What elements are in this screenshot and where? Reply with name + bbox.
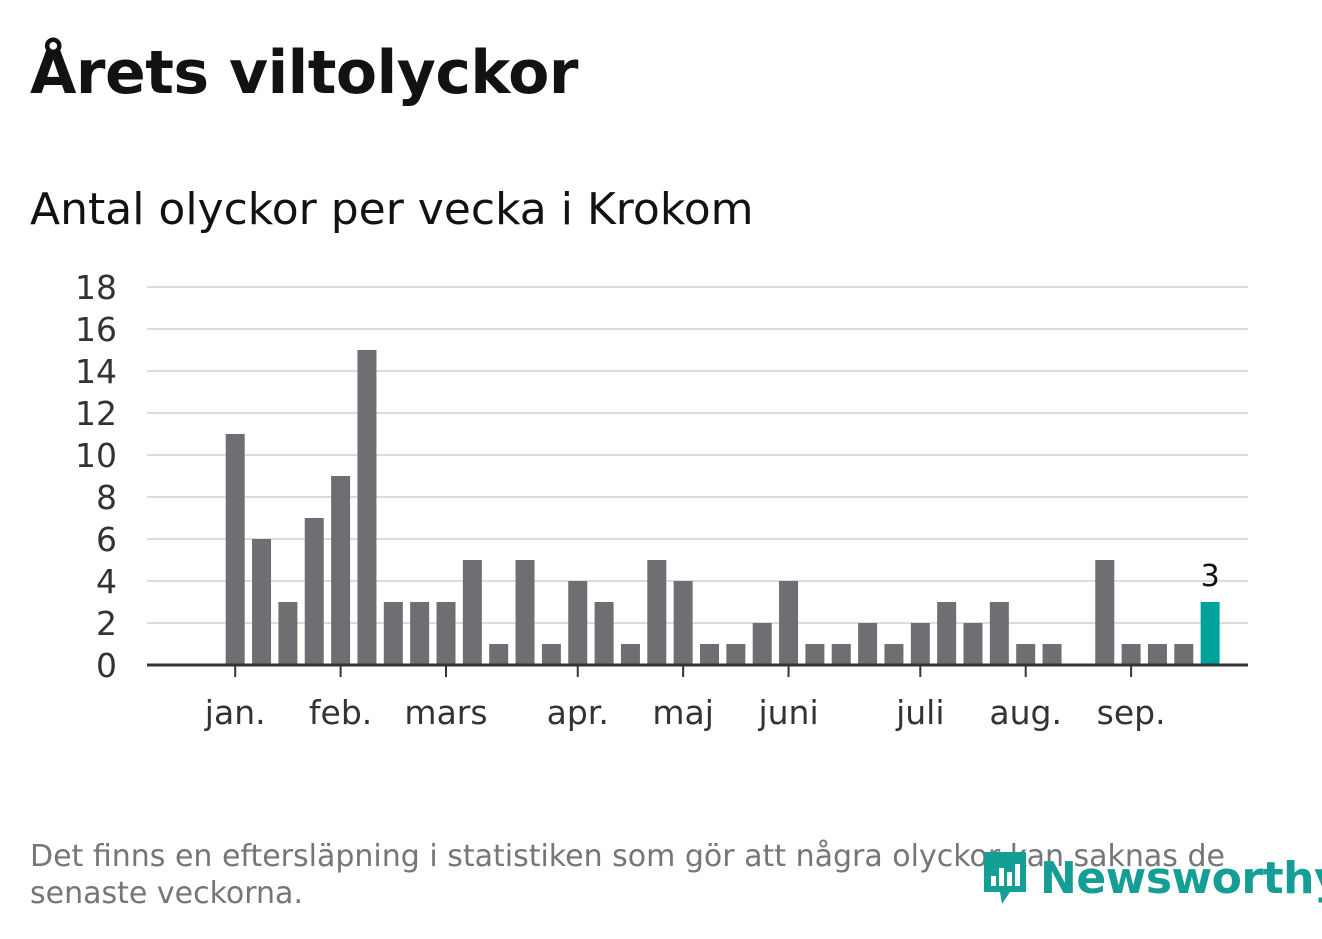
y-tick-label: 18 [75,268,117,307]
x-tick-label: mars [404,693,487,732]
bar [462,560,482,665]
bar [647,560,667,665]
x-tick-label: apr. [547,693,609,732]
bar [252,539,272,665]
bar [884,644,904,665]
y-tick-label: 10 [75,436,117,475]
bar-highlight [1200,602,1220,665]
bar [594,602,614,665]
bar [726,644,746,665]
bar [831,644,851,665]
bar [1095,560,1115,665]
bar [1174,644,1194,665]
bar [304,518,324,665]
y-tick-label: 16 [75,310,117,349]
bar [436,602,456,665]
bar [489,644,509,665]
x-tick-label: jan. [204,693,266,732]
x-tick-label: juni [757,693,818,732]
bar [620,644,640,665]
x-tick-label: sep. [1097,693,1166,732]
bar [225,434,245,665]
y-tick-label: 0 [96,646,117,685]
data-label: 3 [1201,559,1220,594]
bar [410,602,430,665]
bar [963,623,983,665]
bar [858,623,878,665]
bar [752,623,772,665]
bar [515,560,535,665]
bar [1121,644,1141,665]
chart-title: Årets viltolyckor [30,38,579,108]
x-tick-label: juli [895,693,944,732]
bar [989,602,1009,665]
chart-subtitle: Antal olyckor per vecka i Krokom [30,184,754,235]
x-tick-label: aug. [989,693,1062,732]
newsworthy-logo: Newsworthy [980,848,1322,908]
bar [805,644,825,665]
bar [779,581,799,665]
y-tick-label: 14 [75,352,117,391]
x-tick-label: maj [652,693,714,732]
bar [1042,644,1062,665]
bar [937,602,957,665]
y-tick-label: 12 [75,394,117,433]
newsworthy-logo-icon [984,852,1026,904]
newsworthy-logo-text: Newsworthy [1040,852,1322,904]
y-tick-label: 8 [96,478,117,517]
bar [357,350,377,665]
bar [910,623,930,665]
y-tick-label: 6 [96,520,117,559]
bar [673,581,693,665]
bar [1147,644,1167,665]
bar [331,476,351,665]
x-tick-label: feb. [309,693,372,732]
bar [541,644,561,665]
bar [700,644,719,665]
bar [278,602,298,665]
y-tick-label: 2 [96,604,117,643]
bar [1016,644,1036,665]
bar [568,581,588,665]
y-tick-label: 4 [96,562,117,601]
bar [383,602,403,665]
